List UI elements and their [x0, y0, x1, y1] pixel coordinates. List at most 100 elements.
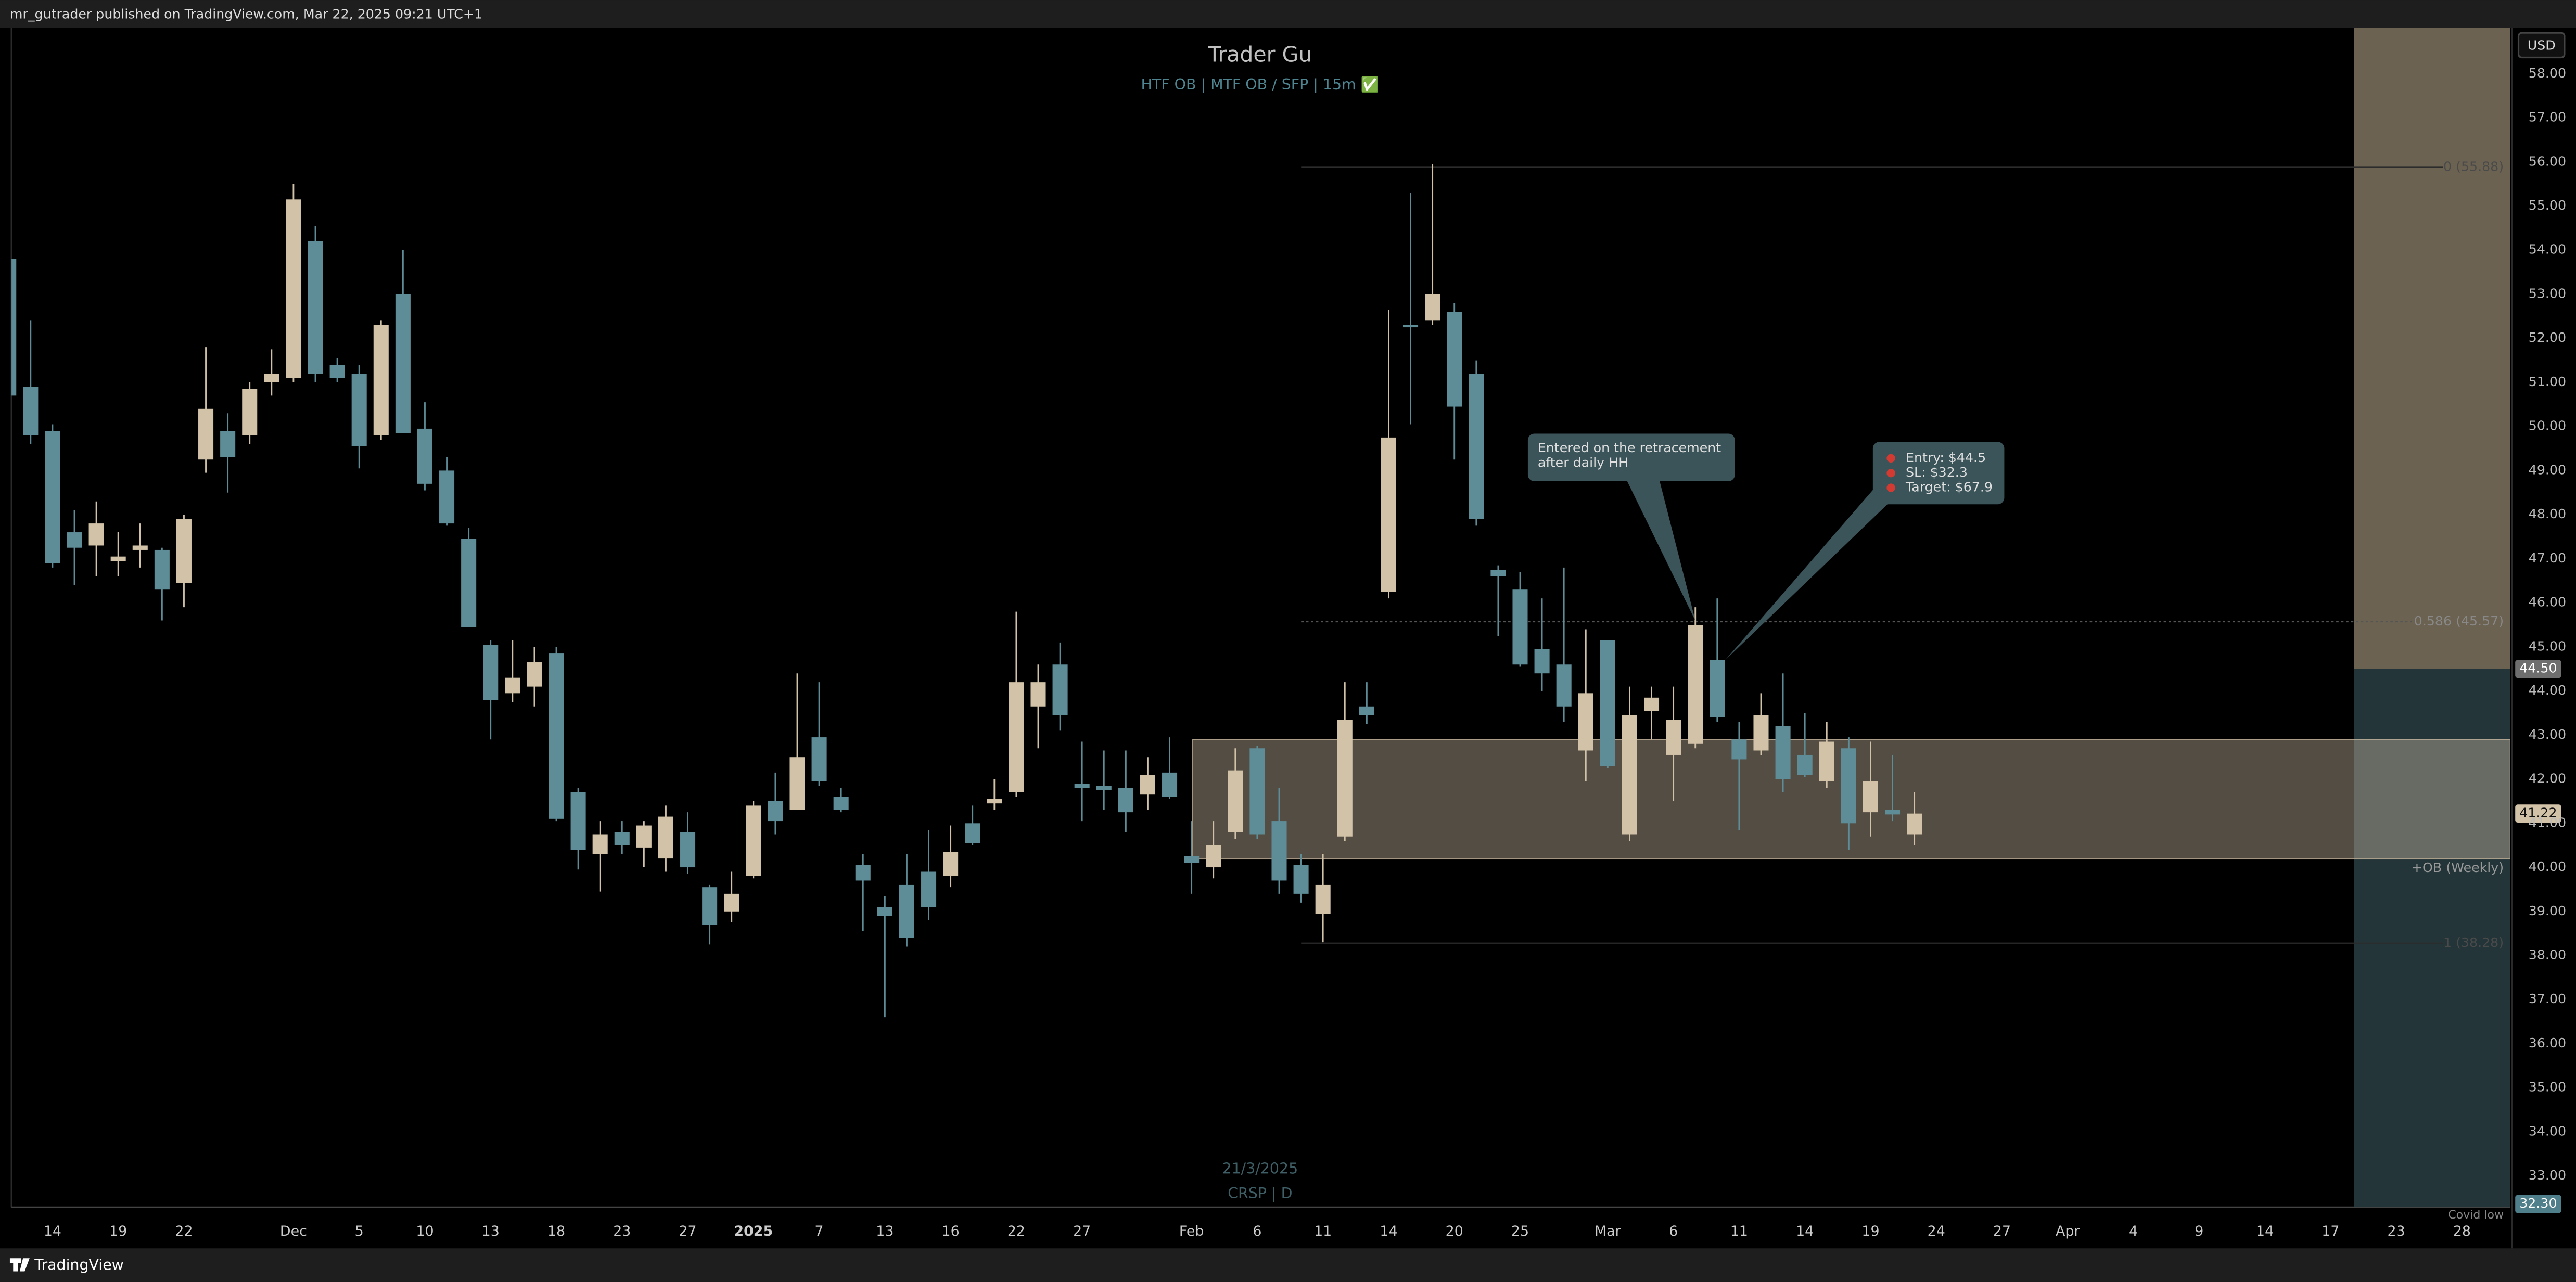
candle-body — [461, 539, 477, 627]
candle-body — [45, 431, 60, 563]
candle-body — [1819, 741, 1834, 781]
candle-body — [746, 805, 761, 876]
candle-body — [67, 532, 82, 548]
candle-body — [1118, 788, 1133, 813]
x-tick-label: 24 — [1928, 1223, 1945, 1239]
x-tick-label: 14 — [2256, 1223, 2274, 1239]
x-tick-label: 23 — [613, 1223, 631, 1239]
x-tick-label: 19 — [109, 1223, 127, 1239]
y-tick-label: 58.00 — [2529, 66, 2566, 81]
candle-body — [921, 871, 937, 907]
y-tick-label: 54.00 — [2529, 242, 2566, 257]
y-tick-label: 55.00 — [2529, 198, 2566, 213]
candle-body — [11, 259, 17, 396]
watermark-symbol: CRSP | D — [1228, 1185, 1292, 1202]
x-tick-label: 6 — [1253, 1223, 1261, 1239]
candle-body — [505, 677, 520, 694]
candle-body — [1556, 664, 1572, 707]
candle-body — [1030, 682, 1046, 707]
callout-box — [1527, 433, 1735, 481]
candle-body — [1578, 693, 1593, 751]
overlay: 0 (55.88) 0.586 (45.57) 1 (38.28) +OB (Week… — [1527, 159, 2561, 1222]
candle-body — [1885, 810, 1901, 815]
candle-body — [1666, 720, 1681, 755]
candle-body — [1863, 781, 1878, 813]
x-tick-label: 14 — [1380, 1223, 1397, 1239]
x-tick-label: Mar — [1595, 1223, 1622, 1239]
candle-body — [1162, 772, 1178, 797]
x-tick-label: 5 — [355, 1223, 364, 1239]
candle-body — [1490, 570, 1506, 576]
callout-text: Target: $67.9 — [1905, 480, 1993, 495]
x-tick-label: 13 — [482, 1223, 500, 1239]
y-tick-label: 41.00 — [2529, 815, 2566, 830]
x-tick-label: 2025 — [734, 1223, 773, 1239]
callout-text: Entered on the retracement — [1538, 440, 1721, 455]
candle-body — [965, 823, 980, 843]
candle-body — [680, 832, 696, 868]
x-tick-label: 27 — [1993, 1223, 2011, 1239]
callout-icon — [1886, 454, 1895, 463]
candle-body — [1710, 660, 1725, 717]
y-tick-label: 35.00 — [2529, 1080, 2566, 1095]
y-tick-label: 39.00 — [2529, 903, 2566, 918]
x-tick-label: 11 — [1730, 1223, 1748, 1239]
x-tick-label: 20 — [1446, 1223, 1463, 1239]
candle-body — [264, 374, 279, 382]
candle-body — [1359, 706, 1374, 715]
candle-body — [88, 523, 104, 546]
x-tick-label: 10 — [416, 1223, 433, 1239]
y-tick-label: 50.00 — [2529, 418, 2566, 433]
y-tick-label: 36.00 — [2529, 1035, 2566, 1050]
x-tick-label: 28 — [2453, 1223, 2471, 1239]
candle-body — [286, 199, 301, 378]
candle-body — [1447, 312, 1462, 407]
callout-text: after daily HH — [1538, 455, 1628, 470]
currency-box — [2517, 32, 2566, 59]
candle-body — [1009, 682, 1024, 792]
x-tick-label: 14 — [44, 1223, 61, 1239]
candle-body — [724, 893, 739, 912]
x-tick-label: 23 — [2388, 1223, 2405, 1239]
candle-body — [1534, 649, 1550, 674]
y-tick-label: 51.00 — [2529, 374, 2566, 389]
candle-body — [373, 325, 389, 435]
candle-body — [329, 365, 345, 378]
fib-label: 1 (38.28) — [2443, 935, 2504, 950]
x-tick-label: Feb — [1179, 1223, 1204, 1239]
y-tick-label: 37.00 — [2529, 991, 2566, 1006]
x-tick-label: 19 — [1861, 1223, 1879, 1239]
candle-body — [1907, 813, 1922, 835]
footer-bar — [0, 1248, 2576, 1282]
x-tick-label: 22 — [175, 1223, 193, 1239]
candle-body — [23, 387, 39, 435]
candle-body — [789, 757, 805, 810]
x-tick-label: 16 — [942, 1223, 960, 1239]
y-tick-label: 38.00 — [2529, 947, 2566, 963]
candle-body — [198, 408, 214, 460]
candle-body — [1096, 786, 1112, 790]
x-tick-label: 4 — [2129, 1223, 2138, 1239]
candle-body — [1271, 821, 1287, 881]
candle-body — [811, 737, 827, 781]
candle-body — [943, 852, 959, 876]
candle-body — [1600, 640, 1615, 766]
watermark-date: 21/3/2025 — [1222, 1160, 1298, 1177]
candle-body — [855, 865, 871, 881]
candle-body — [351, 374, 367, 446]
candle-body — [417, 428, 432, 484]
y-tick-label: 47.00 — [2529, 550, 2566, 566]
candle-body — [242, 389, 258, 435]
callout-pointer — [1725, 486, 1893, 661]
entry-price-label-box — [2515, 660, 2561, 678]
candle-body — [1512, 589, 1528, 665]
candle-body — [110, 556, 126, 561]
header-bar — [0, 0, 2576, 28]
x-tick-label: 14 — [1796, 1223, 1814, 1239]
candle-body — [1140, 775, 1155, 795]
candle-body — [1315, 884, 1331, 914]
x-tick-label: 17 — [2322, 1223, 2339, 1239]
callout-text: SL: $32.3 — [1906, 465, 1968, 480]
